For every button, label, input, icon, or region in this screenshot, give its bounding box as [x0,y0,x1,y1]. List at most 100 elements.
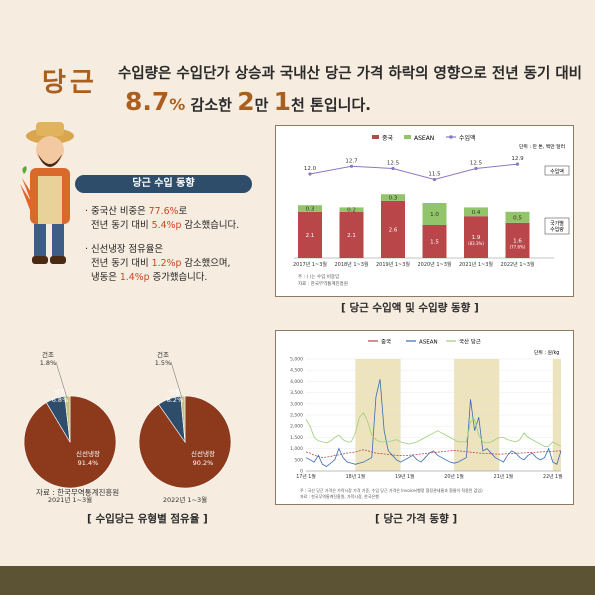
bullet-china-share: · 중국산 비중은 77.6%로 전년 동기 대비 5.4%p 감소했습니다. [85,205,239,233]
marker-import-value [349,164,354,168]
line-chart-yticks: 5,000 4,500 4,000 3,500 3,000 2,500 2,000 1,500… [290,357,561,475]
farmer-illustration [20,122,74,264]
pie-slice-dried [180,395,186,443]
headline-u2: 천 톤 [291,96,324,114]
pie-label-frozen-name: 냉동 [54,387,66,396]
bar-asean [298,205,322,212]
pie-label-dried-name: 건조 [157,350,169,359]
marker-import-value [308,172,312,176]
legend-label-domestic: 국산 당근 [459,338,481,346]
line-chart-unit: 단위 : 원/kg [534,349,559,356]
label-import-value: 12.9 [511,156,524,162]
legend-label-china: 중국 [381,339,391,346]
ytick-label: 2,000 [290,424,303,430]
xtick-label: 21년 1월 [494,473,514,480]
headline-v1: 2 [237,87,255,116]
xtick-label: 17년 1월 [296,473,316,480]
pie-label-fresh-pct: 91.4% [78,459,99,467]
bar-chart: 중국 ASEAN 수입액 단위 : 만 톤, 백만 달러 수입액 국가별 수입량… [293,134,570,287]
ytick-label: 1,500 [290,435,303,441]
line-import-value [309,163,518,181]
ytick-label: 3,000 [290,401,303,407]
bullet-highlight: 1.4%p [119,272,150,283]
bar-chart-legend: 중국 ASEAN 수입액 [372,134,476,142]
bar-label-china: 2.1 [347,233,356,239]
ytick-label: 3,500 [290,390,303,396]
bullet-text: 감소했으며, [181,258,231,269]
xtick-label: 22년 1월 [543,473,563,480]
headline-line2: 8.7% 감소한 2만 1천 톤입니다. [125,87,371,116]
series-line-domestic [305,412,562,447]
bar-asean [505,211,530,223]
bar-xtick: 2019년 1~3월 [376,261,410,268]
bullet-highlight: 5.4%p [151,220,182,231]
bar-label-asean: 0.4 [472,210,481,216]
bar-label-share: (83.3%) [468,241,484,246]
tag-value-text: 수입액 [550,168,564,175]
footer-bar [0,566,595,595]
bar-asean [339,207,364,212]
ytick-label: 500 [294,457,303,463]
marker-import-value [391,166,395,171]
bar-china [422,225,447,258]
marker-import-value [432,177,437,182]
tag-value-box [544,165,570,176]
pie-title: 2021년 1~3월 [48,495,92,504]
ytick-label: 4,000 [290,379,303,385]
bar-label-china: 1.5 [430,240,439,246]
label-import-value: 12.5 [470,161,483,167]
ytick-label: 4,500 [290,368,303,374]
pie-label-dried-pct: 1.5% [155,359,172,367]
ytick-label: 1,000 [290,446,303,452]
legend-swatch-china [372,135,379,139]
label-import-value: 12.7 [345,158,358,164]
legend-label-asean: ASEAN [419,340,438,346]
bar-xtick: 2021년 1~3월 [459,261,493,268]
bullet-text: 전년 동기 대비 [90,220,152,231]
ytick-label: 5,000 [290,357,303,363]
ytick-label: 2,500 [290,413,303,419]
legend-label-asean: ASEAN [414,135,434,142]
bullet-text: 증가했습니다. [149,272,208,283]
xtick-label: 18년 1월 [346,473,366,480]
bar-label-asean: 0.3 [389,196,398,202]
bar-xtick: 2018년 1~3월 [334,261,368,268]
headline-line1: 수입량은 수입단가 상승과 국내산 당근 가격 하락의 영향으로 전년 동기 대… [118,66,583,82]
bullet-text: · 중국산 비중은 [85,206,149,217]
bar-label-asean: 0.5 [513,215,522,221]
tag-volume-box [544,217,570,235]
bullet-text: · 신선냉장 점유율은 [85,244,163,255]
label-import-value: 12.0 [304,166,317,172]
ytick-label: 0 [300,469,303,475]
series-line-asean [305,379,562,467]
line-chart-series [305,379,562,467]
bar-chart-unit: 단위 : 만 톤, 백만 달러 [519,143,565,150]
pie-slice-dried [64,395,71,443]
marker-import-value [515,162,520,166]
pie-label-frozen-pct: 8.2% [167,396,184,404]
bullet-text: 감소했습니다. [181,220,240,231]
headline-pct-unit: % [169,95,186,114]
bar-chart-card: 중국 ASEAN 수입액 단위 : 만 톤, 백만 달러 수입액 국가별 수입량… [275,125,574,297]
pie-leader-line [55,361,68,399]
headline-pct: 8.7 [125,87,170,116]
bar-china [381,200,405,258]
label-import-value: 12.5 [387,161,400,167]
bar-label-china: 2.1 [306,233,315,239]
bullet-text: 전년 동기 대비 [90,258,152,269]
pie-label-fresh-name: 신선냉장 [191,449,215,458]
legend-label-china: 중국 [382,135,394,142]
bar-label-asean: 0.3 [306,207,315,213]
line-chart: 중국 ASEAN 국산 당근 단위 : 원/kg 5,000 4,500 4,000… [290,338,563,500]
series-line-china [305,449,562,458]
marker-import-value [474,166,478,171]
legend-swatch-asean [404,135,411,139]
headline-v2: 1 [273,87,292,116]
line-note-2: 자료 : 한국무역통계진흥원, 가락시장, 한국은행 [300,493,379,499]
pie-label-frozen-pct: 6.8% [52,396,69,404]
bar-label-asean: 0.2 [347,208,356,214]
bar-asean [381,194,405,201]
bar-label-china: 2.6 [389,227,398,233]
bar-asean [422,203,447,225]
